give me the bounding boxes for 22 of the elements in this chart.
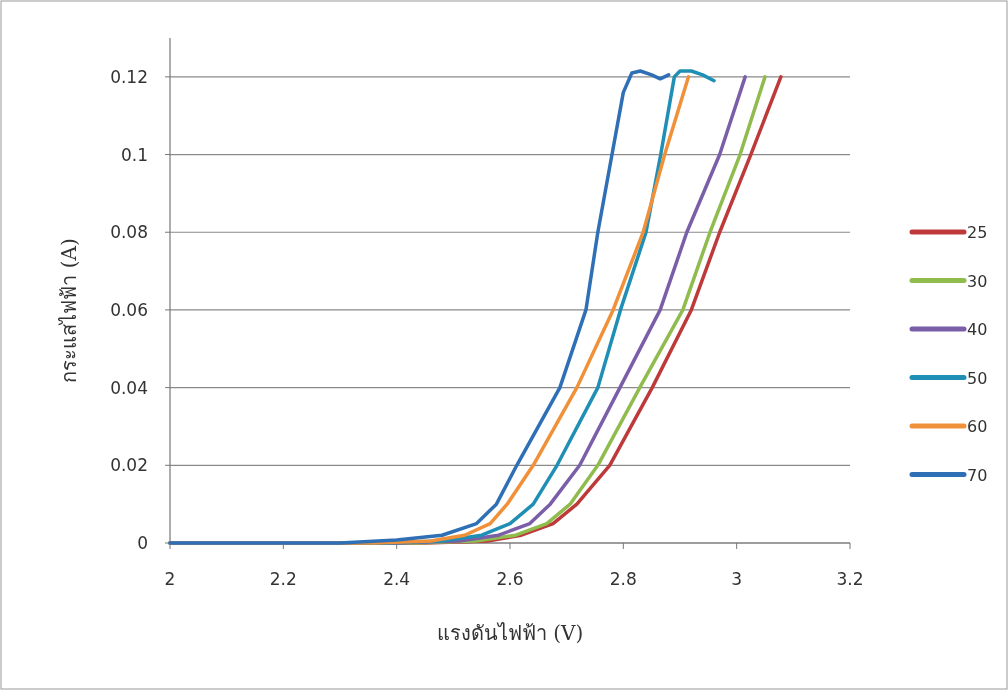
- y-axis-title: กระแสไฟฟ้า (A): [57, 238, 81, 383]
- y-tick-label: 0.04: [110, 377, 148, 398]
- x-tick-label: 2.4: [383, 569, 411, 589]
- y-tick-label: 0.12: [110, 66, 148, 87]
- x-axis-title: แรงดันไฟฟ้า (V): [436, 621, 584, 645]
- y-tick-label: 0.08: [110, 222, 148, 243]
- x-tick-label: 2: [164, 569, 176, 589]
- legend-label: 40: [967, 320, 988, 339]
- legend-label: 60: [967, 417, 988, 436]
- legend-label: 25: [967, 223, 988, 242]
- y-tick-label: 0.1: [120, 144, 148, 165]
- legend-label: 30: [967, 271, 988, 291]
- x-tick-label: 3.2: [836, 569, 864, 589]
- x-tick-label: 2.2: [269, 569, 297, 589]
- legend-label: 50: [967, 368, 988, 388]
- x-tick-label: 2.8: [609, 569, 637, 589]
- y-tick-label: 0.06: [110, 299, 148, 320]
- y-tick-label: 0.02: [110, 455, 148, 476]
- legend-label: 70: [967, 465, 988, 485]
- x-tick-label: 2.6: [496, 569, 524, 589]
- x-tick-label: 3: [731, 569, 743, 589]
- y-tick-label: 0: [137, 533, 148, 553]
